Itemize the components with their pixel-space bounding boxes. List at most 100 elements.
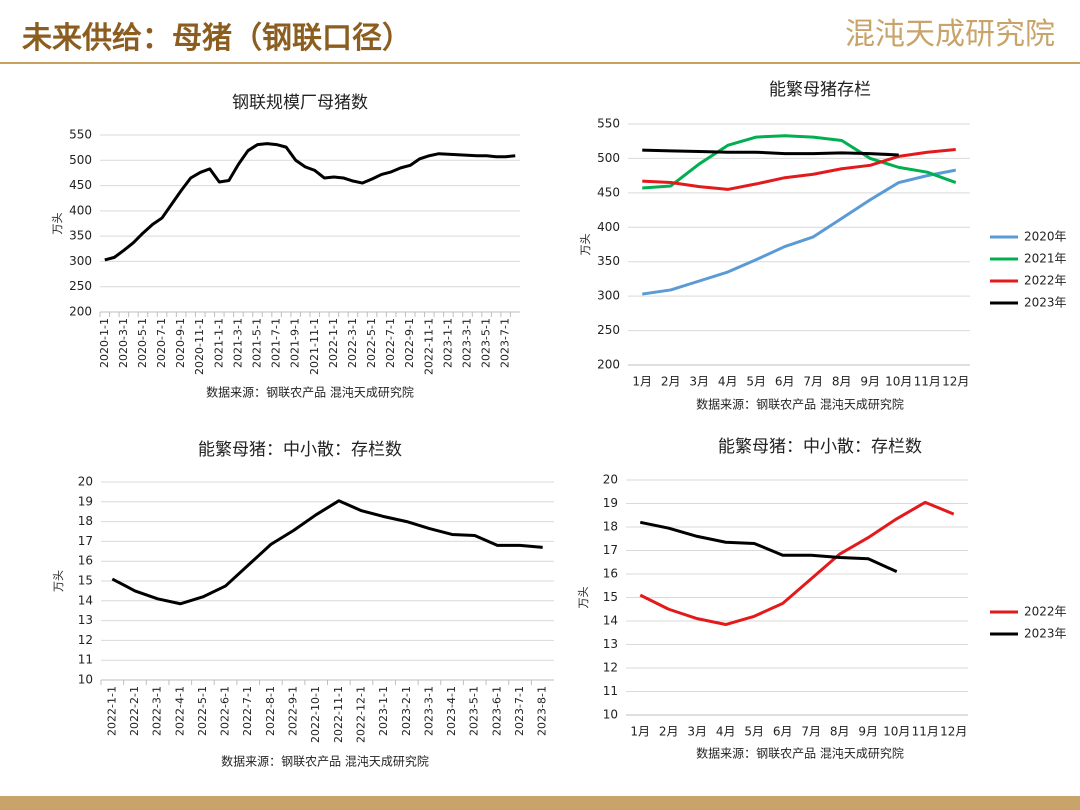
- y-tick-label: 18: [603, 520, 618, 534]
- y-tick-label: 300: [597, 289, 620, 303]
- slide-title: 未来供给：母猪（钢联口径）: [22, 21, 412, 56]
- y-tick-label: 400: [69, 203, 92, 217]
- x-tick-label: 2023-1-1: [441, 318, 454, 368]
- x-tick-label: 2022-3-1: [151, 686, 164, 736]
- x-tick-label: 12月: [940, 725, 967, 739]
- y-tick-label: 450: [69, 178, 92, 192]
- x-tick-label: 2022-9-1: [403, 318, 416, 368]
- x-tick-label: 7月: [801, 725, 821, 739]
- y-tick-label: 200: [69, 305, 92, 319]
- y-tick-label: 250: [69, 279, 92, 293]
- y-tick-label: 13: [78, 613, 93, 627]
- y-tick-label: 400: [597, 220, 620, 234]
- y-tick-label: 200: [597, 358, 620, 372]
- x-tick-label: 2022-5-1: [365, 318, 378, 368]
- source: 数据来源：钢联农产品 混沌天成研究院: [696, 746, 904, 761]
- x-tick-label: 2021-9-1: [289, 318, 302, 368]
- chart-title: 能繁母猪：中小散：存栏数: [718, 437, 922, 457]
- x-tick-label: 2020-7-1: [155, 318, 168, 368]
- x-tick-label: 2023-3-1: [461, 318, 474, 368]
- y-tick-label: 11: [603, 684, 618, 698]
- source: 数据来源：钢联农产品 混沌天成研究院: [221, 754, 429, 769]
- y-tick-label: 15: [78, 574, 93, 588]
- x-tick-label: 6月: [773, 725, 793, 739]
- x-tick-label: 12月: [942, 375, 969, 389]
- x-tick-label: 2021-11-1: [308, 318, 321, 375]
- x-tick-label: 6月: [775, 375, 795, 389]
- legend-label: 2023年: [1024, 296, 1067, 310]
- y-tick-label: 20: [78, 475, 93, 489]
- legend-label: 2022年: [1024, 605, 1067, 619]
- y-tick-label: 350: [597, 254, 620, 268]
- x-tick-label: 2021-5-1: [251, 318, 264, 368]
- x-tick-label: 1月: [630, 725, 650, 739]
- y-tick-label: 19: [603, 496, 618, 510]
- legend-label: 2022年: [1024, 274, 1067, 288]
- x-tick-label: 9月: [858, 725, 878, 739]
- x-tick-label: 2022-10-1: [309, 686, 322, 743]
- x-tick-label: 2023-7-1: [513, 686, 526, 736]
- y-tick-label: 15: [603, 590, 618, 604]
- y-tick-label: 13: [603, 637, 618, 651]
- data-line: [111, 499, 543, 606]
- y-axis-label: 万头: [51, 213, 64, 235]
- x-tick-label: 3月: [687, 725, 707, 739]
- x-tick-label: 5月: [746, 375, 766, 389]
- series-line: [642, 134, 957, 190]
- series-line: [639, 500, 955, 627]
- series-line: [642, 147, 956, 191]
- x-tick-label: 2022-11-1: [422, 318, 435, 375]
- y-tick-label: 11: [78, 653, 93, 667]
- x-tick-label: 2023-3-1: [422, 686, 435, 736]
- x-tick-label: 2月: [659, 725, 679, 739]
- legend-label: 2020年: [1024, 230, 1067, 244]
- x-tick-label: 2022-8-1: [264, 686, 277, 736]
- x-tick-label: 2022-3-1: [346, 318, 359, 368]
- y-tick-label: 19: [78, 494, 93, 508]
- x-tick-label: 2023-4-1: [445, 686, 458, 736]
- y-axis-label: 万头: [577, 587, 590, 609]
- data-line: [104, 142, 516, 262]
- x-tick-label: 2022-1-1: [327, 318, 340, 368]
- footer-bar: [0, 796, 1080, 810]
- x-tick-label: 8月: [830, 725, 850, 739]
- y-axis-label: 万头: [52, 570, 65, 592]
- y-tick-label: 250: [597, 323, 620, 337]
- legend-label: 2023年: [1024, 627, 1067, 641]
- x-tick-label: 4月: [718, 375, 738, 389]
- x-tick-label: 2022-7-1: [384, 318, 397, 368]
- y-tick-label: 12: [603, 661, 618, 675]
- x-tick-label: 7月: [803, 375, 823, 389]
- x-tick-label: 2022-1-1: [105, 686, 118, 736]
- legend-label: 2021年: [1024, 252, 1067, 266]
- series-line: [642, 168, 957, 296]
- y-tick-label: 17: [603, 543, 618, 557]
- x-tick-label: 2022-12-1: [354, 686, 367, 743]
- x-tick-label: 2021-1-1: [212, 318, 225, 368]
- y-tick-label: 16: [78, 554, 93, 568]
- chart-title: 能繁母猪：中小散：存栏数: [198, 440, 402, 460]
- y-tick-label: 18: [78, 514, 93, 528]
- y-tick-label: 14: [78, 593, 93, 607]
- x-tick-label: 2022-4-1: [173, 686, 186, 736]
- x-tick-label: 11月: [914, 375, 941, 389]
- series-line: [642, 148, 899, 157]
- x-tick-label: 2020-11-1: [193, 318, 206, 375]
- x-tick-label: 2022-11-1: [332, 686, 345, 743]
- y-tick-label: 500: [69, 153, 92, 167]
- x-tick-label: 11月: [912, 725, 939, 739]
- chart-title: 能繁母猪存栏: [769, 80, 871, 100]
- x-tick-label: 2020-3-1: [117, 318, 130, 368]
- x-tick-label: 9月: [860, 375, 880, 389]
- y-tick-label: 10: [78, 673, 93, 687]
- y-tick-label: 550: [69, 128, 92, 142]
- y-tick-label: 10: [603, 708, 618, 722]
- x-tick-label: 5月: [744, 725, 764, 739]
- x-tick-label: 2022-6-1: [219, 686, 232, 736]
- y-tick-label: 14: [603, 614, 618, 628]
- x-tick-label: 2022-7-1: [241, 686, 254, 736]
- x-tick-label: 2月: [661, 375, 681, 389]
- x-tick-label: 3月: [689, 375, 709, 389]
